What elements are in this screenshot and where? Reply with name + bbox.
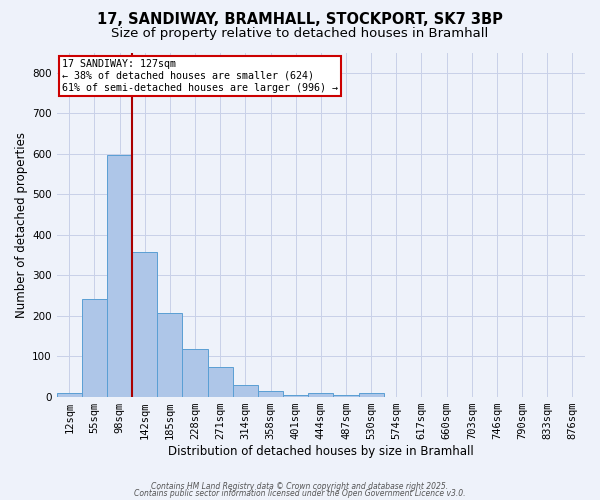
Bar <box>157 313 182 396</box>
Bar <box>359 394 384 396</box>
Y-axis label: Number of detached properties: Number of detached properties <box>15 132 28 318</box>
Text: 17 SANDIWAY: 127sqm
← 38% of detached houses are smaller (624)
61% of semi-detac: 17 SANDIWAY: 127sqm ← 38% of detached ho… <box>62 60 338 92</box>
Bar <box>56 394 82 396</box>
Text: Size of property relative to detached houses in Bramhall: Size of property relative to detached ho… <box>112 28 488 40</box>
Bar <box>233 385 258 396</box>
Bar <box>308 392 334 396</box>
Bar <box>82 300 107 396</box>
Bar <box>334 394 359 396</box>
Text: Contains HM Land Registry data © Crown copyright and database right 2025.: Contains HM Land Registry data © Crown c… <box>151 482 449 491</box>
Bar <box>283 394 308 396</box>
X-axis label: Distribution of detached houses by size in Bramhall: Distribution of detached houses by size … <box>168 444 474 458</box>
Bar <box>182 349 208 397</box>
Bar <box>208 368 233 396</box>
Bar <box>107 155 132 396</box>
Bar <box>132 252 157 396</box>
Text: Contains public sector information licensed under the Open Government Licence v3: Contains public sector information licen… <box>134 490 466 498</box>
Bar <box>258 390 283 396</box>
Text: 17, SANDIWAY, BRAMHALL, STOCKPORT, SK7 3BP: 17, SANDIWAY, BRAMHALL, STOCKPORT, SK7 3… <box>97 12 503 28</box>
